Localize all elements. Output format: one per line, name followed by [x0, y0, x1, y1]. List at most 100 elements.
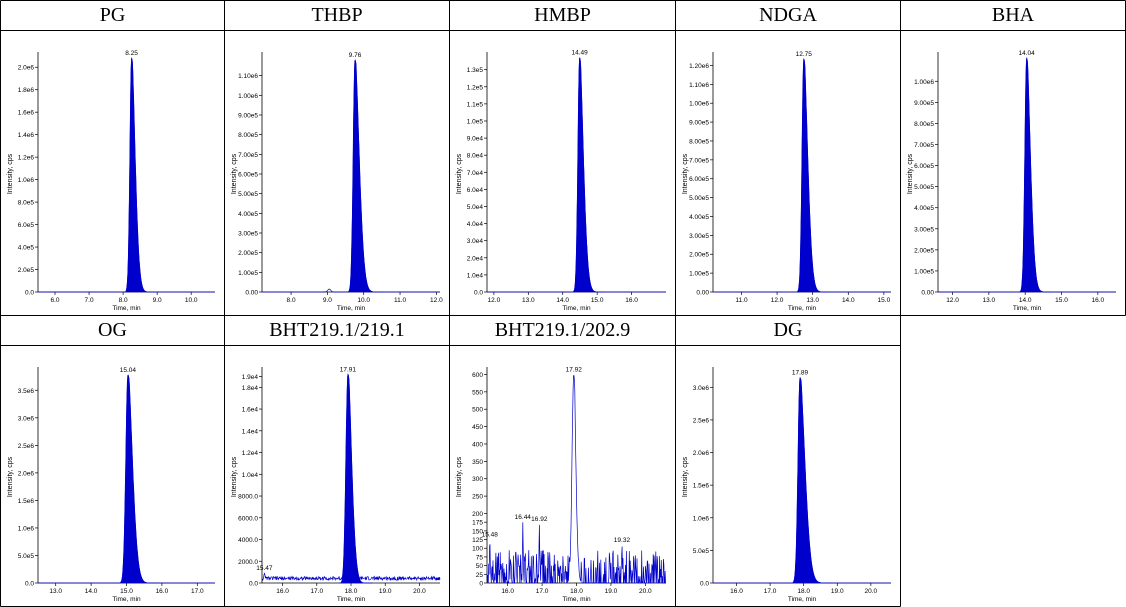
- y-tick-label: 9.0e4: [467, 136, 484, 143]
- y-tick-label: 3.5e6: [18, 388, 35, 395]
- y-tick-label: 2.0e6: [18, 65, 35, 72]
- y-tick-label: 3.00e5: [689, 233, 709, 240]
- y-tick-label: 1.0e4: [467, 272, 484, 279]
- y-axis-label: Intensity, cps: [231, 456, 238, 497]
- y-tick-label: 9.00e5: [238, 113, 258, 120]
- x-tick-label: 16.0: [501, 588, 514, 595]
- chart-bha: 0.00 1.00e5 2.00e5 3.00e5 4.00e5 5.00e5 6.00e5…: [907, 50, 1116, 312]
- y-tick-label: 1.00e5: [689, 271, 709, 278]
- y-tick-label: 1.2e4: [242, 450, 259, 457]
- peak-area: [119, 374, 158, 584]
- y-tick-label: 1.4e6: [18, 132, 35, 139]
- y-tick-label: 8000.0: [238, 494, 258, 501]
- y-tick-label: 1.5e6: [18, 498, 35, 505]
- header-hmbp: HMBP: [534, 4, 591, 26]
- y-tick-label: 0.00: [921, 290, 934, 297]
- y-tick-label: 2.0e6: [693, 450, 710, 457]
- y-tick-label: 7.00e5: [238, 152, 258, 159]
- y-tick-label: 3.00e5: [914, 226, 934, 233]
- y-tick-label: 1.0e6: [18, 525, 35, 532]
- peak-area: [572, 56, 605, 293]
- x-tick-label: 8.0: [287, 297, 296, 304]
- x-tick-label: 17.0: [191, 588, 204, 595]
- y-tick-label: 450: [472, 424, 483, 431]
- x-tick-label: 18.0: [345, 588, 358, 595]
- peak-label: 9.76: [349, 52, 362, 59]
- peak-label: 15.04: [120, 367, 137, 374]
- x-tick-label: 19.0: [379, 588, 392, 595]
- x-tick-label: 16.0: [276, 588, 289, 595]
- y-tick-label: 6.0e4: [467, 187, 484, 194]
- y-tick-label: 1.00e6: [689, 101, 709, 108]
- y-axis-label: Intensity, cps: [7, 153, 14, 194]
- peak-label: 14.04: [1018, 50, 1035, 57]
- x-tick-label: 16.0: [625, 297, 638, 304]
- header-bha: BHA: [991, 4, 1035, 26]
- y-tick-label: 7.0e4: [467, 170, 484, 177]
- y-tick-label: 175: [472, 520, 483, 527]
- x-tick-label: 12.0: [771, 297, 784, 304]
- chart-thbp: 0.00 1.00e5 2.00e5 3.00e5 4.00e5 5.00e5 6.00e5…: [231, 52, 443, 312]
- y-tick-label: 8.0e4: [467, 153, 484, 160]
- chart-pg: 0.0 2.0e5 4.0e5 6.0e5 8.0e5 1.0e6 1.2e6 1.4e6 1.…: [7, 50, 215, 312]
- y-tick-label: 2.5e6: [693, 417, 710, 424]
- x-tick-label: 16.0: [730, 588, 743, 595]
- y-tick-label: 3.0e6: [18, 415, 35, 422]
- y-tick-label: 250: [472, 494, 483, 501]
- y-tick-label: 100: [472, 546, 483, 553]
- y-tick-label: 4.0e5: [18, 245, 35, 252]
- y-tick-label: 8.0e5: [18, 200, 35, 207]
- y-tick-label: 4.00e5: [914, 205, 934, 212]
- x-tick-label: 8.0: [119, 297, 128, 304]
- x-tick-label: 14.0: [85, 588, 98, 595]
- y-tick-label: 50: [476, 563, 484, 570]
- y-tick-label: 0.0: [249, 581, 258, 588]
- y-tick-label: 5.0e5: [693, 548, 710, 555]
- y-tick-label: 1.20e6: [689, 63, 709, 70]
- x-tick-label: 13.0: [983, 297, 996, 304]
- chromatogram-trace: [262, 59, 440, 293]
- x-tick-label: 20.0: [865, 588, 878, 595]
- peak-label: 17.91: [340, 366, 357, 373]
- peak-label: 12.75: [796, 51, 813, 58]
- header-bht-219-202: BHT219.1/202.9: [494, 319, 631, 341]
- y-tick-label: 2000.0: [238, 559, 258, 566]
- x-tick-label: 14.0: [556, 297, 569, 304]
- y-tick-label: 2.00e5: [914, 247, 934, 254]
- peak-label: 17.92: [566, 366, 583, 373]
- peak-area: [339, 373, 373, 584]
- x-tick-label: 13.0: [522, 297, 535, 304]
- y-tick-label: 2.00e5: [238, 250, 258, 257]
- y-tick-label: 5.00e5: [238, 191, 258, 198]
- x-tick-label: 15.0: [1055, 297, 1068, 304]
- y-tick-label: 7.00e5: [914, 142, 934, 149]
- peak-label: 8.25: [125, 50, 138, 57]
- y-axis-label: Intensity, cps: [456, 456, 463, 497]
- x-tick-label: 9.0: [153, 297, 162, 304]
- x-axis-label: Time, min: [337, 596, 366, 603]
- x-axis-label: Time, min: [562, 305, 591, 312]
- y-tick-label: 4.0e4: [467, 221, 484, 228]
- x-tick-label: 20.0: [413, 588, 426, 595]
- y-tick-label: 1.6e4: [242, 407, 259, 414]
- y-tick-label: 0.0: [474, 290, 483, 297]
- chart-dg: 0.0 5.0e5 1.0e6 1.5e6 2.0e6 2.5e6 3.0e6 16.0 17.…: [682, 367, 891, 603]
- y-tick-label: 350: [472, 459, 483, 466]
- header-bht-219-219: BHT219.1/219.1: [269, 319, 405, 341]
- y-tick-label: 0.00: [696, 290, 709, 297]
- x-tick-label: 19.0: [605, 588, 618, 595]
- y-tick-label: 1.00e6: [238, 93, 258, 100]
- x-tick-label: 15.0: [878, 297, 891, 304]
- y-tick-label: 1.0e5: [467, 118, 484, 125]
- x-tick-label: 16.0: [156, 588, 169, 595]
- peak-area: [791, 376, 833, 584]
- x-tick-label: 12.0: [946, 297, 959, 304]
- y-tick-label: 8.00e5: [238, 132, 258, 139]
- header-thbp: THBP: [311, 4, 363, 26]
- y-tick-label: 1.5e6: [693, 483, 710, 490]
- peak-label: 16.92: [531, 516, 548, 523]
- peak-label: 14.49: [571, 50, 588, 57]
- header-pg: PG: [99, 4, 126, 26]
- y-tick-label: 1.1e5: [467, 101, 484, 108]
